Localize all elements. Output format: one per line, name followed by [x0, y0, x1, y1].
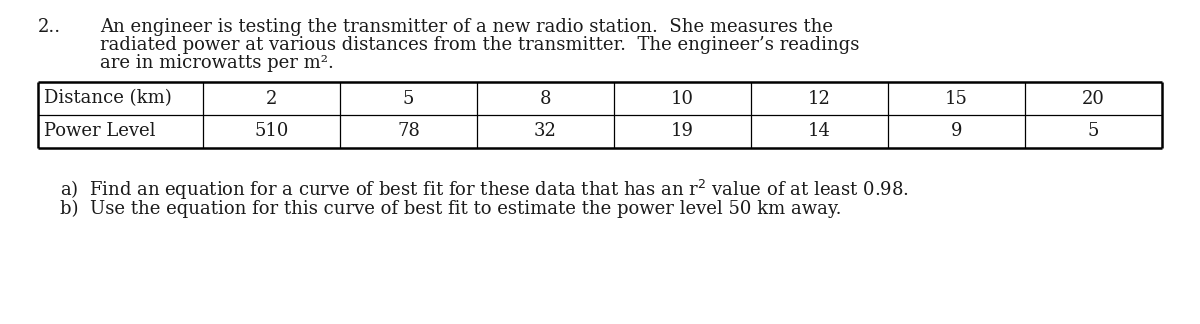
Text: An engineer is testing the transmitter of a new radio station.  She measures the: An engineer is testing the transmitter o…	[100, 18, 833, 36]
Text: 510: 510	[254, 122, 289, 141]
Text: b)  Use the equation for this curve of best fit to estimate the power level 50 k: b) Use the equation for this curve of be…	[60, 200, 841, 218]
Text: 10: 10	[671, 89, 694, 108]
Text: are in microwatts per m².: are in microwatts per m².	[100, 54, 334, 72]
Text: 14: 14	[808, 122, 830, 141]
Text: 32: 32	[534, 122, 557, 141]
Text: 15: 15	[946, 89, 968, 108]
Text: 9: 9	[950, 122, 962, 141]
Text: radiated power at various distances from the transmitter.  The engineer’s readin: radiated power at various distances from…	[100, 36, 859, 54]
Text: 20: 20	[1082, 89, 1105, 108]
Text: 5: 5	[403, 89, 414, 108]
Text: 78: 78	[397, 122, 420, 141]
Text: 2..: 2..	[38, 18, 61, 36]
Text: 19: 19	[671, 122, 694, 141]
Text: Power Level: Power Level	[44, 122, 156, 141]
Text: 2: 2	[266, 89, 277, 108]
Text: 5: 5	[1088, 122, 1099, 141]
Text: 8: 8	[540, 89, 551, 108]
Text: Distance (km): Distance (km)	[44, 89, 172, 108]
Text: 12: 12	[808, 89, 830, 108]
Text: a)  Find an equation for a curve of best fit for these data that has an r$^{2}$ : a) Find an equation for a curve of best …	[60, 178, 908, 202]
